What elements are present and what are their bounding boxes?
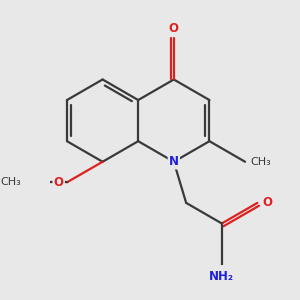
Text: O: O bbox=[262, 196, 272, 209]
Text: O: O bbox=[169, 22, 179, 35]
Text: CH₃: CH₃ bbox=[250, 157, 271, 167]
Text: CH₃: CH₃ bbox=[0, 177, 21, 187]
Text: NH₂: NH₂ bbox=[209, 269, 234, 283]
Text: N: N bbox=[169, 155, 179, 168]
Text: O: O bbox=[54, 176, 64, 189]
